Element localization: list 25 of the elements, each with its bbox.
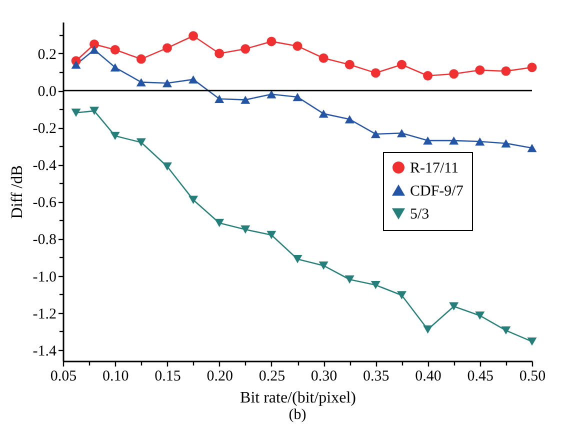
x-tick-label: 0.40 bbox=[415, 368, 442, 384]
x-tick-label: 0.35 bbox=[363, 368, 390, 384]
y-tick-label: -1.0 bbox=[32, 269, 56, 286]
legend-label: CDF-9/7 bbox=[410, 184, 464, 200]
y-tick-label: -0.6 bbox=[32, 195, 57, 212]
x-tick-label: 0.30 bbox=[310, 368, 338, 384]
legend-label: 5/3 bbox=[410, 206, 430, 222]
y-tick-label: 0.0 bbox=[38, 84, 56, 100]
text: (b) bbox=[288, 407, 306, 423]
x-tick-label: 0.15 bbox=[154, 368, 181, 384]
y-tick-label: -0.4 bbox=[32, 158, 57, 174]
y-axis-title: Diff /dB bbox=[8, 165, 26, 219]
y-tick-label: -1.4 bbox=[32, 343, 57, 360]
x-tick-label: 0.50 bbox=[519, 368, 546, 384]
x-tick-label: 0.05 bbox=[50, 368, 77, 384]
x-axis-title: Bit rate/(bit/pixel) bbox=[240, 390, 356, 406]
legend-label: R-17/11 bbox=[410, 160, 459, 176]
y-tick-label: 0.2 bbox=[38, 46, 56, 63]
x-tick-label: 0.25 bbox=[258, 368, 286, 384]
x-tick-label: 0.20 bbox=[206, 368, 233, 384]
y-tick-label: -0.8 bbox=[32, 232, 56, 248]
y-tick-label: -0.2 bbox=[32, 121, 56, 138]
y-tick-label: -1.2 bbox=[32, 306, 56, 322]
x-tick-label: 0.10 bbox=[102, 368, 129, 384]
x-tick-label: 0.45 bbox=[467, 368, 494, 384]
